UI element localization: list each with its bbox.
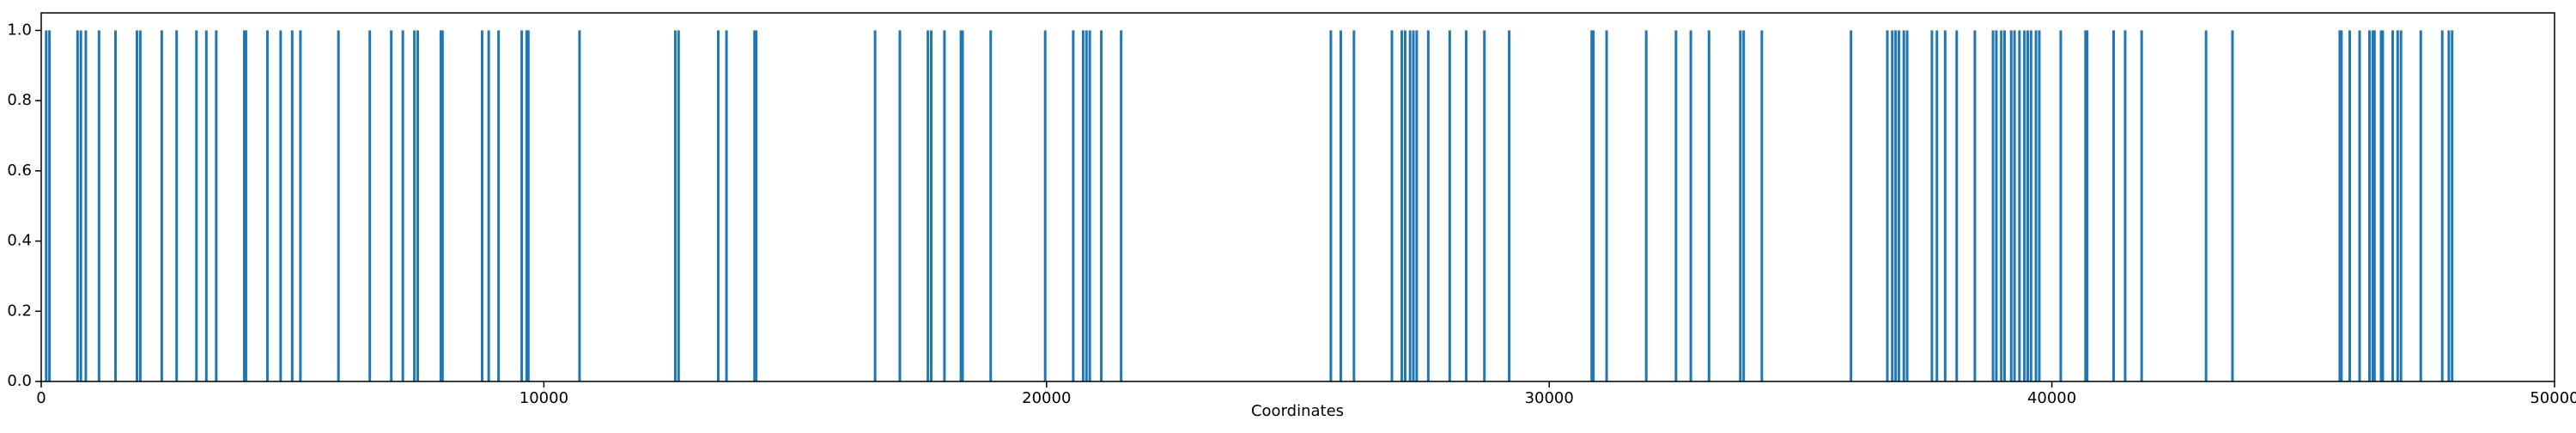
y-tick-label: 1.0 [7,21,32,39]
plot-frame [40,12,2555,382]
y-tick-label: 0.8 [7,91,32,109]
x-axis-label: Coordinates [1251,402,1344,420]
x-tick-label: 0 [36,389,46,407]
x-tick-label: 20000 [1022,389,1071,407]
x-tick-label: 40000 [2027,389,2076,407]
x-tick-label: 10000 [519,389,568,407]
x-tick-label: 30000 [1525,389,1574,407]
y-tick-label: 0.4 [7,232,32,250]
y-tick-label: 0.6 [7,162,32,180]
y-tick-label: 0.0 [7,372,32,390]
x-tick-label: 50000 [2530,389,2576,407]
y-tick-label: 0.2 [7,302,32,320]
